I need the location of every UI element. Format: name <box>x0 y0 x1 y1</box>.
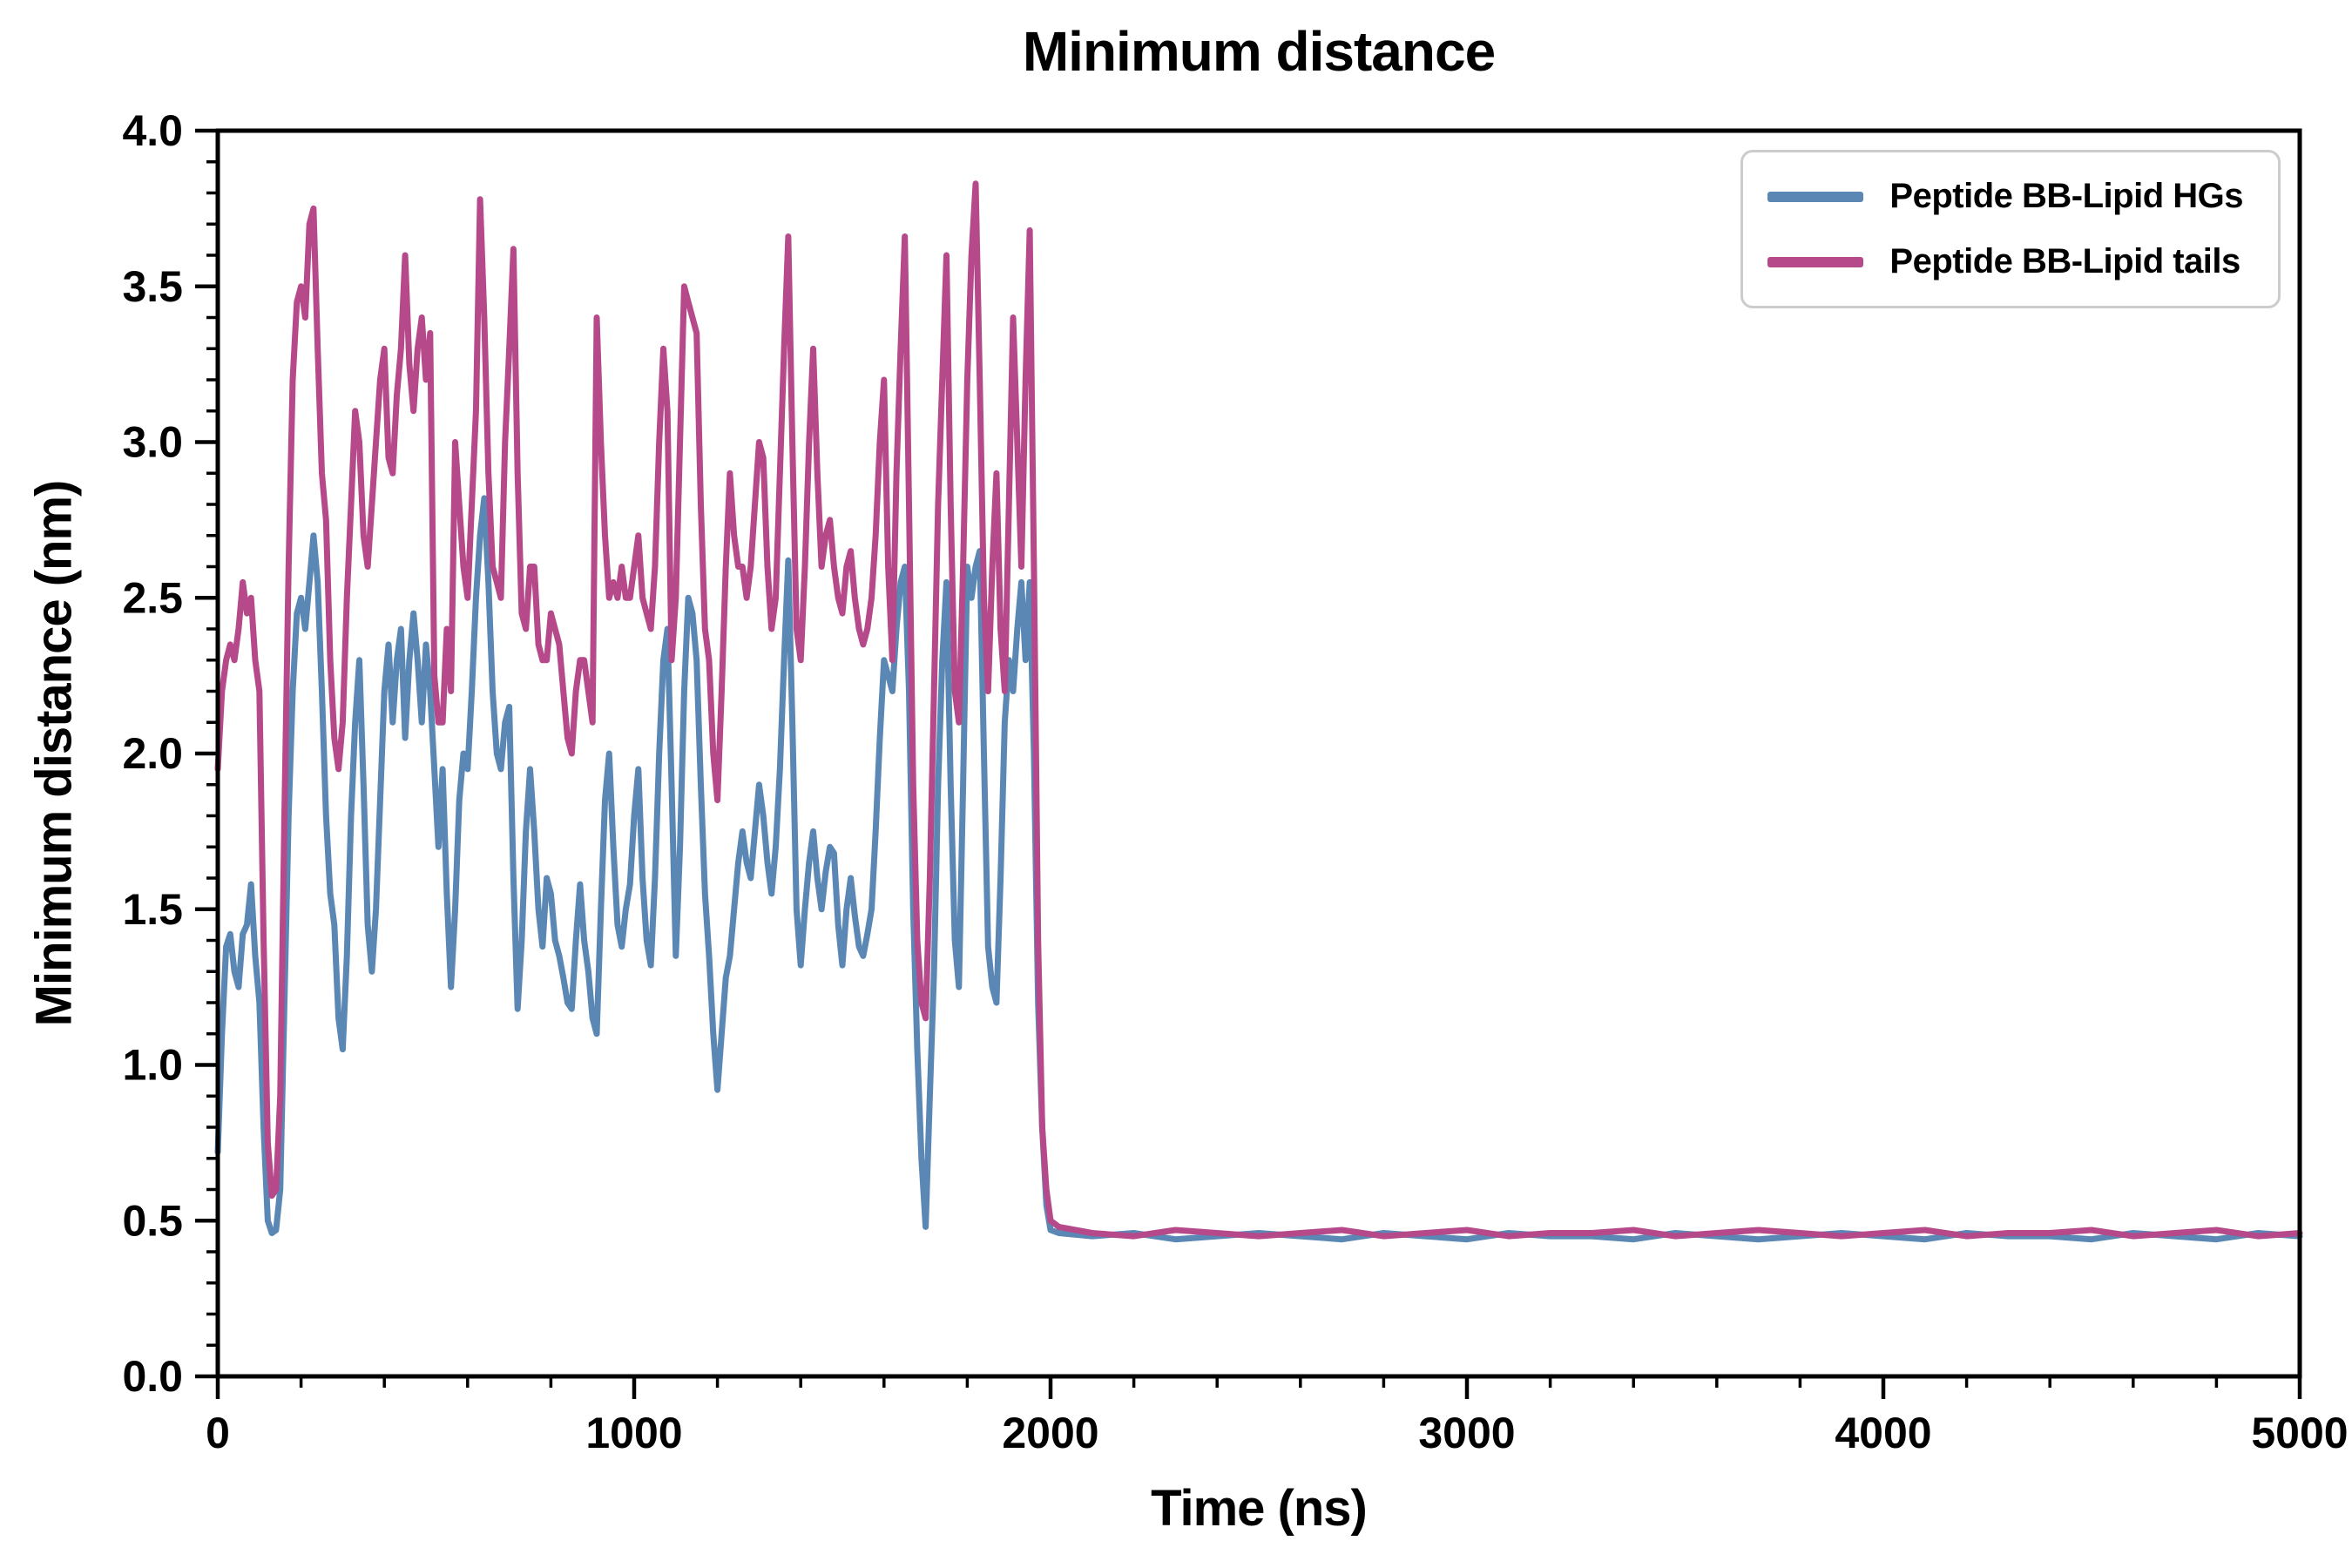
legend-item-hgs: Peptide BB-Lipid HGs <box>1767 177 2243 216</box>
y-tick-label: 1.0 <box>122 1041 183 1090</box>
legend-label-hgs: Peptide BB-Lipid HGs <box>1889 177 2243 215</box>
series-line-1 <box>214 180 2303 1240</box>
x-tick-label: 0 <box>206 1409 230 1457</box>
x-tick-label: 5000 <box>2251 1409 2348 1457</box>
chart-title: Minimum distance <box>1022 20 1496 83</box>
y-tick-label: 3.0 <box>122 418 183 467</box>
series-line-0 <box>214 495 2303 1243</box>
y-tick-label: 4.0 <box>122 106 183 155</box>
y-tick-label: 0.5 <box>122 1196 183 1245</box>
y-tick-label: 3.5 <box>122 262 183 311</box>
y-tick-label: 0.0 <box>122 1352 183 1401</box>
x-axis-label: Time (ns) <box>1151 1480 1368 1537</box>
legend-swatch-hgs <box>1767 191 1864 202</box>
x-tick-label: 3000 <box>1418 1409 1515 1457</box>
legend: Peptide BB-Lipid HGs Peptide BB-Lipid ta… <box>1740 150 2281 308</box>
legend-label-tails: Peptide BB-Lipid tails <box>1889 242 2240 280</box>
x-tick-label: 1000 <box>585 1409 682 1457</box>
y-tick-label: 2.5 <box>122 573 183 622</box>
y-tick-label: 1.5 <box>122 885 183 934</box>
x-tick-label: 4000 <box>1835 1409 1931 1457</box>
x-tick-label: 2000 <box>1002 1409 1098 1457</box>
y-tick-label: 2.0 <box>122 729 183 778</box>
legend-swatch-tails <box>1767 256 1864 267</box>
axes-spines <box>215 128 2302 1379</box>
legend-item-tails: Peptide BB-Lipid tails <box>1767 242 2243 281</box>
y-axis-label: Minimum distance (nm) <box>25 480 83 1027</box>
